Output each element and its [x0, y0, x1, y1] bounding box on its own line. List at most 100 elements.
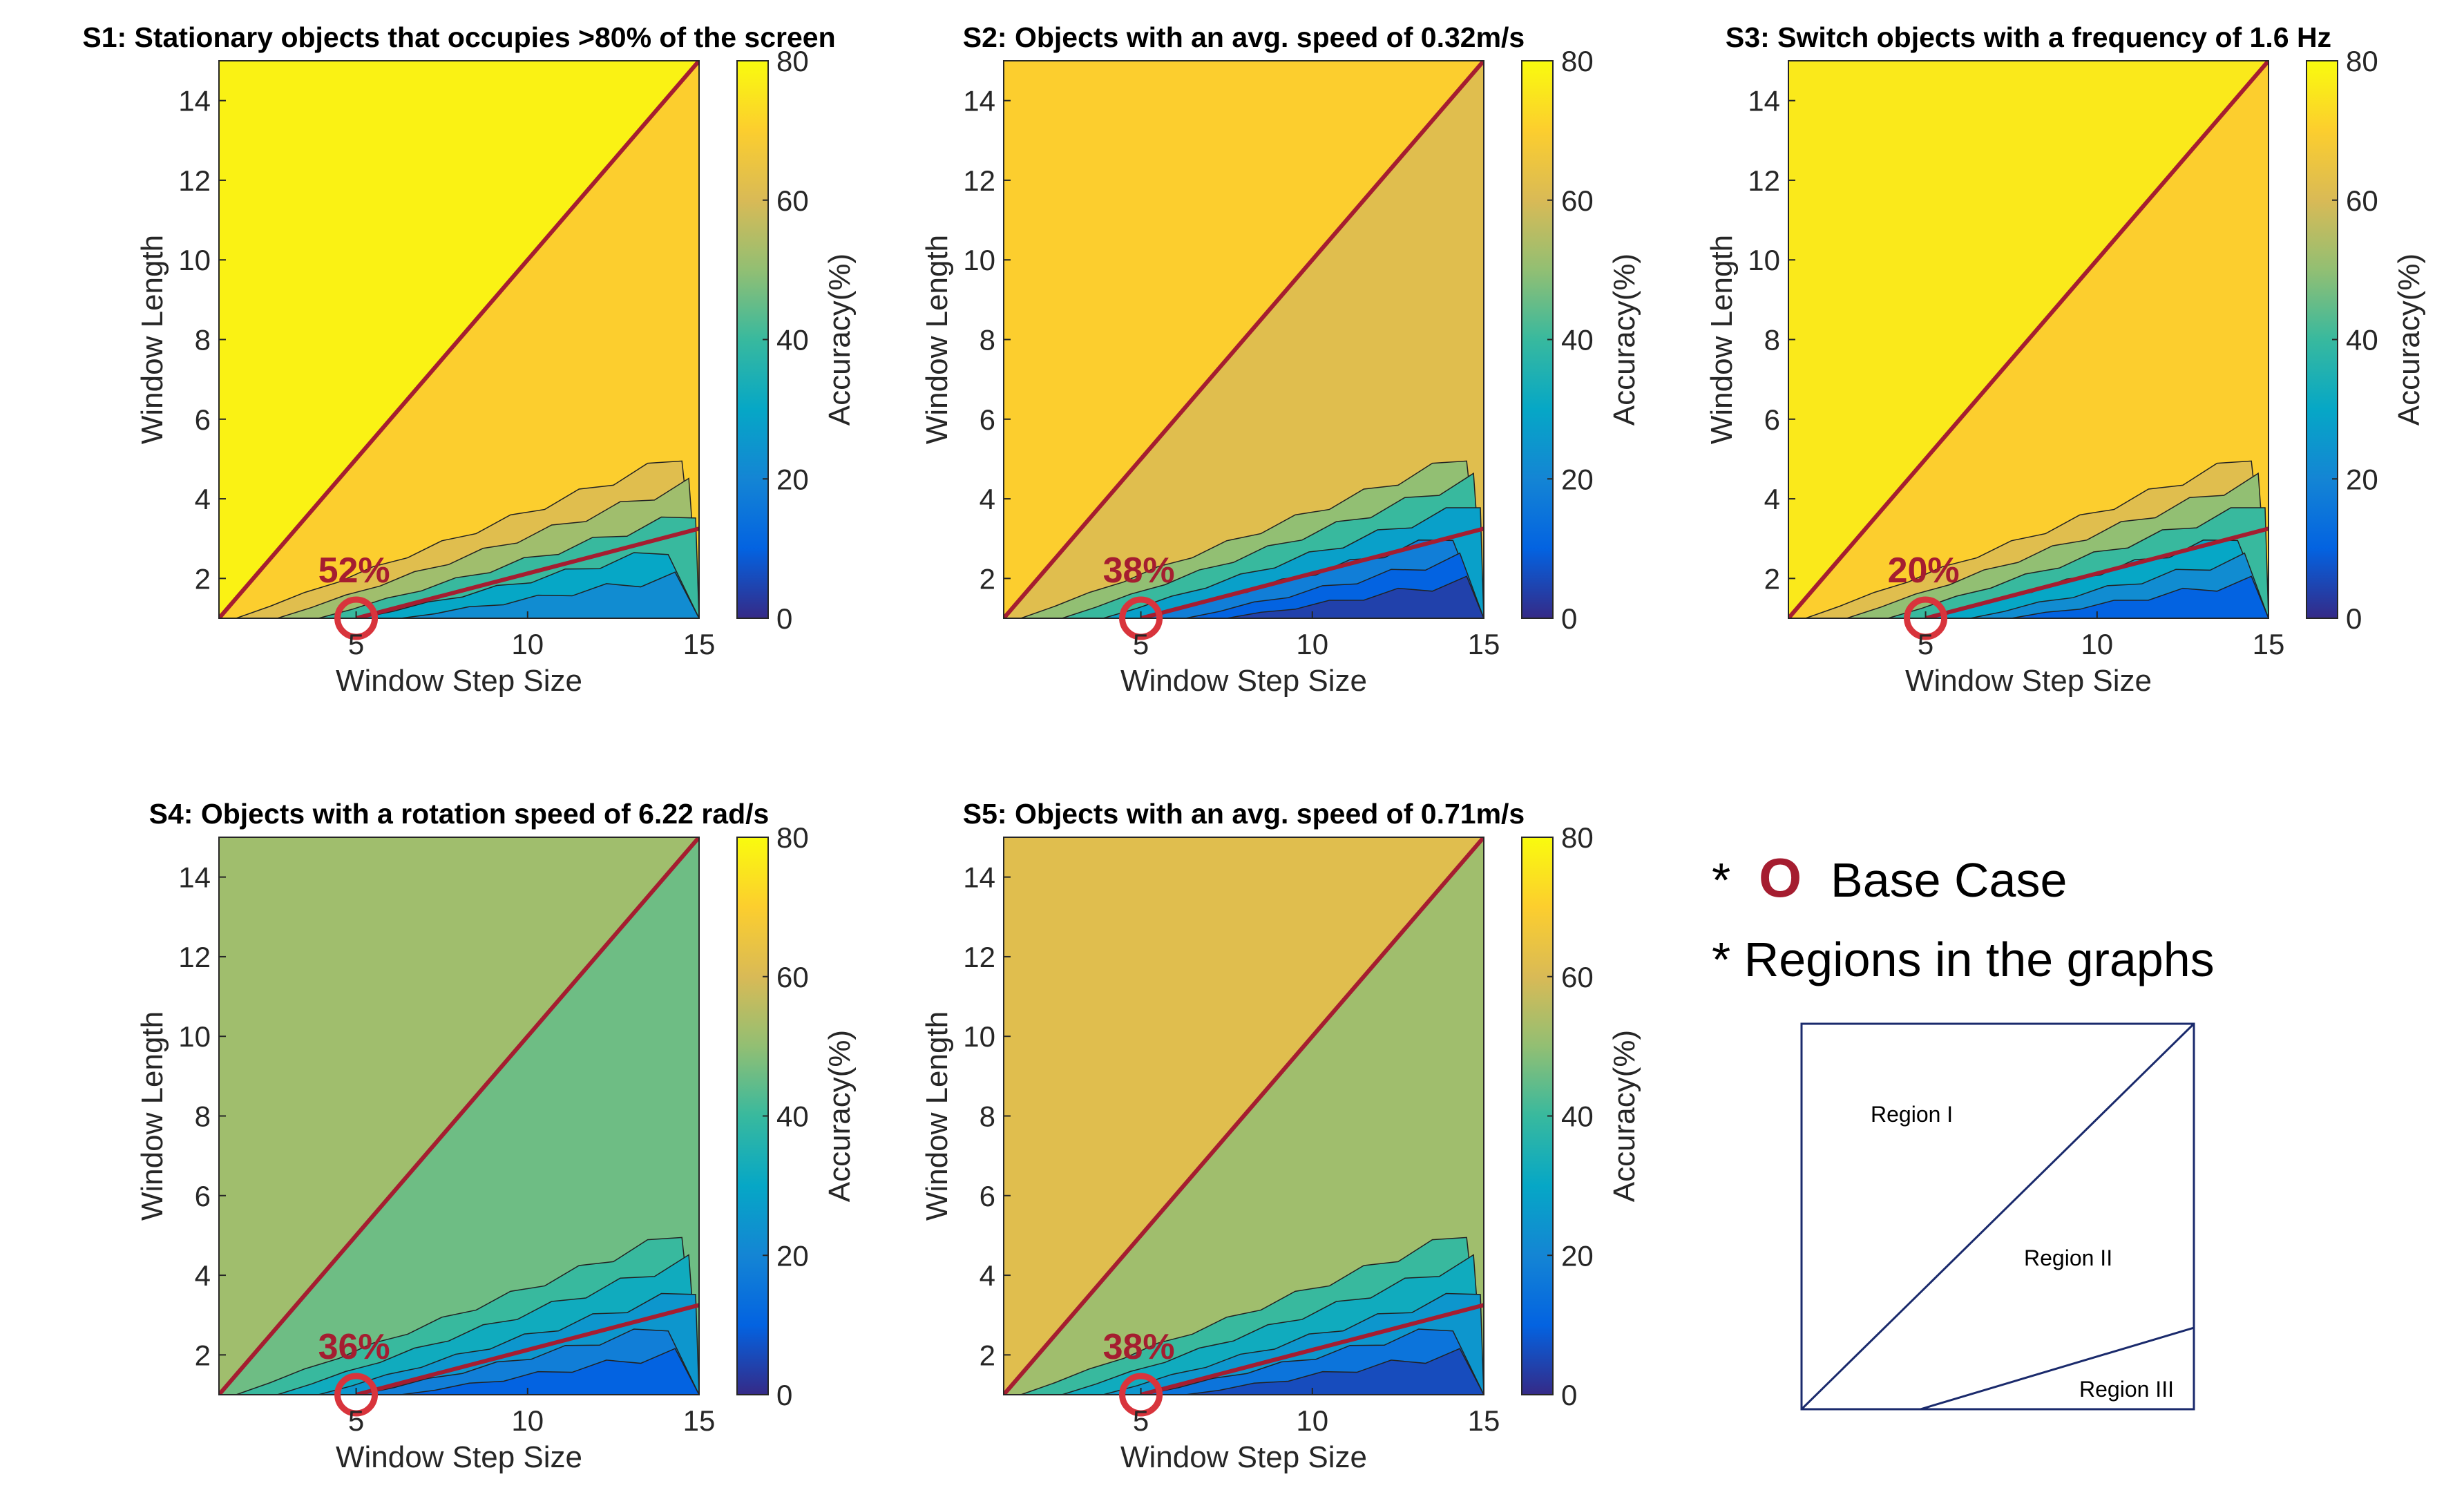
region-1-2-boundary-line	[1004, 837, 1484, 1395]
colorbar-tick-label: 80	[776, 45, 809, 77]
colorbar-tick-label: 20	[776, 1239, 809, 1272]
base-case-marker	[1904, 596, 1948, 640]
y-tick-label: 4	[1764, 483, 1780, 515]
colorbar-tick-label: 0	[776, 602, 792, 635]
colorbar-label: Accuracy(%)	[2392, 254, 2426, 426]
x-axis-label: Window Step Size	[1905, 664, 2152, 698]
y-tick-label: 10	[178, 244, 211, 276]
region-1-2-boundary-line	[219, 837, 699, 1395]
y-tick-label: 12	[1748, 164, 1780, 197]
x-tick-label: 10	[511, 628, 544, 660]
y-tick-label: 8	[980, 1100, 995, 1133]
panel-s1: 52% 5 10 15 2 4 6 8 10 12 14 Window Step Size Window…	[82, 21, 857, 698]
contour-band	[1226, 575, 1484, 618]
x-tick-label: 15	[2253, 628, 2285, 660]
base-case-accuracy-label: 38%	[1103, 1327, 1175, 1367]
y-axis-label: Window Length	[920, 235, 954, 444]
x-tick-label: 5	[1133, 1404, 1149, 1437]
x-tick-label: 10	[1296, 1404, 1328, 1437]
y-tick-label: 10	[1748, 244, 1780, 276]
plot-area	[219, 837, 699, 1395]
y-tick-label: 12	[963, 941, 995, 973]
region-3-boundary-line	[355, 526, 699, 618]
y-axis-label: Window Length	[135, 1011, 169, 1221]
y-axis-label: Window Length	[1705, 235, 1739, 444]
region-1-2-boundary-line	[219, 61, 699, 618]
panel-title: S2: Objects with an avg. speed of 0.32m/…	[963, 21, 1525, 53]
base-case-accuracy-label: 52%	[318, 551, 390, 591]
contour-band	[2011, 575, 2269, 618]
colorbar-tick-label: 80	[1561, 45, 1594, 77]
x-tick-label: 15	[1468, 1404, 1500, 1437]
y-tick-label: 2	[195, 562, 211, 595]
y-tick-label: 8	[1764, 324, 1780, 356]
x-tick-label: 10	[2081, 628, 2113, 660]
panel-s5: 38% 5 10 15 2 4 6 8 10 12 14 Window Step Size Window…	[920, 798, 1641, 1474]
x-tick-label: 5	[348, 1404, 364, 1437]
y-tick-label: 4	[980, 483, 995, 515]
base-case-accuracy-label: 36%	[318, 1327, 390, 1367]
y-tick-label: 6	[195, 1180, 211, 1212]
y-axis-label: Window Length	[135, 235, 169, 444]
x-axis-label: Window Step Size	[1120, 1440, 1367, 1474]
y-tick-label: 10	[963, 1020, 995, 1053]
colorbar-tick-label: 80	[776, 821, 809, 854]
colorbar-tick-label: 80	[2346, 45, 2378, 77]
y-tick-label: 14	[963, 861, 995, 894]
colorbar-tick-label: 0	[1561, 1379, 1577, 1411]
panel-title: S3: Switch objects with a frequency of 1…	[1726, 21, 2331, 53]
region-1-label: Region I	[1871, 1102, 1953, 1127]
region-diagram-diagonal	[1800, 1022, 2195, 1411]
y-tick-label: 2	[980, 562, 995, 595]
y-tick-label: 2	[980, 1339, 995, 1371]
colorbar-tick-label: 0	[776, 1379, 792, 1411]
colorbar-tick-label: 20	[1561, 463, 1594, 495]
y-tick-label: 14	[1748, 85, 1780, 117]
x-tick-label: 10	[511, 1404, 544, 1437]
regions-label: * Regions in the graphs	[1712, 933, 2215, 986]
contour-band	[401, 1348, 699, 1395]
colorbar-tick-label: 60	[1561, 961, 1594, 993]
colorbar-label: Accuracy(%)	[823, 1030, 857, 1202]
colorbar-tick-label: 20	[1561, 1239, 1594, 1272]
panels: 52% 5 10 15 2 4 6 8 10 12 14 Window Step Size Window…	[82, 21, 2426, 1474]
plot-area	[219, 61, 699, 618]
plot-area	[1004, 837, 1484, 1395]
plot-area	[1004, 61, 1484, 618]
y-tick-label: 6	[980, 1180, 995, 1212]
y-tick-label: 10	[963, 244, 995, 276]
base-case-marker	[334, 596, 379, 640]
colorbar-tick-label: 40	[1561, 1100, 1594, 1133]
panel-s2: 38% 5 10 15 2 4 6 8 10 12 14 Window Step Size Window…	[920, 21, 1641, 698]
region-2-label: Region II	[2024, 1245, 2112, 1270]
y-tick-label: 4	[980, 1259, 995, 1292]
region-1-2-boundary-line	[1788, 61, 2269, 618]
y-tick-label: 4	[195, 483, 211, 515]
panel-s4: 36% 5 10 15 2 4 6 8 10 12 14 Window Step Size Window…	[135, 798, 857, 1474]
legend: * O Base Case * Regions in the graphs Re…	[1712, 847, 2215, 1411]
region-3-boundary-line	[355, 1303, 699, 1395]
panel-s3: 20% 5 10 15 2 4 6 8 10 12 14 Window Step Size Window…	[1705, 21, 2426, 698]
region-1-2-boundary-line	[1004, 61, 1484, 618]
y-tick-label: 4	[195, 1259, 211, 1292]
x-axis-label: Window Step Size	[1120, 664, 1367, 698]
y-tick-label: 6	[1764, 403, 1780, 436]
colorbar-tick-label: 60	[776, 961, 809, 993]
y-tick-label: 6	[980, 403, 995, 436]
colorbar-tick-label: 40	[776, 324, 809, 356]
base-case-accuracy-label: 20%	[1888, 551, 1960, 591]
colorbar-tick-label: 20	[776, 463, 809, 495]
y-tick-label: 8	[195, 1100, 211, 1133]
y-axis-label: Window Length	[920, 1011, 954, 1221]
y-tick-label: 12	[963, 164, 995, 197]
x-axis-label: Window Step Size	[336, 1440, 582, 1474]
colorbar-tick-label: 80	[1561, 821, 1594, 854]
region-3-boundary-line	[1140, 526, 1484, 618]
colorbar-tick-label: 0	[1561, 602, 1577, 635]
y-tick-label: 2	[195, 1339, 211, 1371]
y-tick-label: 6	[195, 403, 211, 436]
colorbar-tick-label: 60	[2346, 184, 2378, 217]
base-case-marker	[1119, 596, 1163, 640]
y-tick-label: 8	[980, 324, 995, 356]
